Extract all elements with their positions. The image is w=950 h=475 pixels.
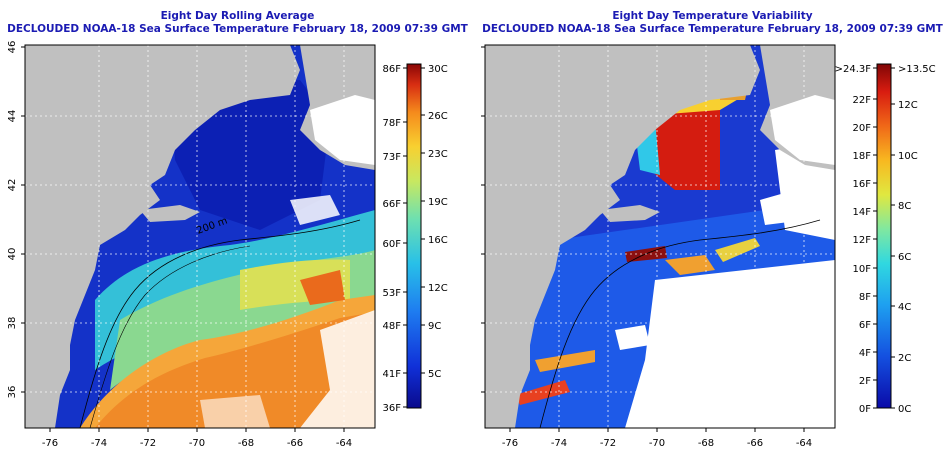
colorbar-f-label: 0F (859, 404, 871, 415)
colorbar-f-label: 20F (853, 123, 872, 134)
colorbar-f-label: 66F (383, 199, 402, 210)
y-tick-label: 46 (7, 41, 18, 54)
sst-average-subtitle: DECLOUDED NOAA-18 Sea Surface Temperatur… (7, 23, 468, 35)
y-tick-label: 38 (475, 317, 478, 330)
lat-lon-grid (485, 45, 835, 428)
y-tick-label: 40 (475, 248, 478, 261)
x-axis-ticks: -76 -74 -72 -70 -68 -66 -64 (42, 438, 352, 449)
y-tick-label: 44 (7, 110, 18, 123)
colorbar-c-label: 12C (898, 100, 918, 111)
sst-variability-colorbar: >24.3F 22F 20F 18F 16F 14F 12F 10F 8F 6F… (835, 63, 936, 415)
sst-average-colorbar: 86F 78F 73F 66F 60F 53F 48F 41F 36F 30C … (383, 63, 448, 414)
y-tick-label: 38 (7, 317, 18, 330)
colorbar-c-label: 0C (898, 404, 911, 415)
x-tick-label: -64 (336, 438, 352, 449)
x-axis-ticks: -76 -74 -72 -70 -68 -66 -64 (502, 438, 812, 449)
x-tick-label: -72 (600, 438, 616, 449)
sst-variability-panel: Eight Day Temperature Variability DECLOU… (475, 0, 950, 475)
sst-variability-title-block: Eight Day Temperature Variability DECLOU… (475, 10, 950, 36)
colorbar-f-label: 8F (859, 292, 871, 303)
x-tick-label: -68 (698, 438, 714, 449)
colorbar-c-label: 4C (898, 302, 911, 313)
colorbar-c-label: 9C (428, 321, 441, 332)
x-tick-label: -76 (42, 438, 58, 449)
colorbar-f-label: 2F (859, 376, 871, 387)
colorbar-c-label: 8C (898, 201, 911, 212)
colorbar-f-label: 48F (383, 321, 402, 332)
colorbar-c-label: 26C (428, 111, 448, 122)
y-tick-label: 36 (475, 386, 478, 399)
x-tick-label: -70 (649, 438, 665, 449)
sst-variability-subtitle: DECLOUDED NOAA-18 Sea Surface Temperatur… (482, 23, 943, 35)
sst-variability-map: -76 -74 -72 -70 -68 -66 -64 46 44 42 40 … (475, 41, 936, 449)
colorbar-c-label: 10C (898, 151, 918, 162)
colorbar-f-label: 4F (859, 348, 871, 359)
y-tick-label: 42 (7, 179, 18, 192)
x-tick-label: -72 (140, 438, 156, 449)
colorbar-f-label: 22F (853, 95, 872, 106)
x-tick-label: -68 (238, 438, 254, 449)
sst-average-field (25, 45, 375, 428)
sst-variability-title: Eight Day Temperature Variability (612, 10, 813, 22)
y-tick-label: 40 (7, 248, 18, 261)
y-tick-label: 44 (475, 110, 478, 123)
colorbar-f-label: 86F (383, 64, 402, 75)
colorbar-f-label: 10F (853, 264, 872, 275)
colorbar-c-label: 6C (898, 252, 911, 263)
colorbar-f-label: 6F (859, 320, 871, 331)
x-tick-label: -66 (287, 438, 303, 449)
colorbar-f-label: 12F (853, 235, 872, 246)
sst-average-panel: Eight Day Rolling Average DECLOUDED NOAA… (0, 10, 475, 449)
sst-variability-field (485, 45, 835, 428)
colorbar-c-label: 30C (428, 64, 448, 75)
y-axis-ticks: 46 44 42 40 38 36 (475, 41, 478, 399)
x-tick-label: -66 (747, 438, 763, 449)
x-tick-label: -74 (551, 438, 567, 449)
colorbar-c-label: 16C (428, 235, 448, 246)
colorbar-c-label: >13.5C (898, 64, 936, 75)
colorbar-c-label: 23C (428, 149, 448, 160)
x-tick-label: -70 (189, 438, 205, 449)
colorbar-f-label: 36F (383, 403, 402, 414)
lat-lon-grid (25, 45, 375, 428)
y-tick-label: 36 (7, 386, 18, 399)
colorbar-f-label: 18F (853, 151, 872, 162)
colorbar-f-label: 78F (383, 118, 402, 129)
colorbar-c-label: 12C (428, 283, 448, 294)
colorbar-f-label: 16F (853, 179, 872, 190)
colorbar-f-label: >24.3F (835, 64, 872, 75)
colorbar-c-label: 19C (428, 197, 448, 208)
sst-average-title: Eight Day Rolling Average (160, 10, 315, 22)
sst-average-map: 200 m -76 -74 -72 -70 -68 -66 -64 46 44 … (7, 41, 448, 449)
colorbar-f-label: 14F (853, 207, 872, 218)
sst-average-title-block: Eight Day Rolling Average DECLOUDED NOAA… (0, 10, 475, 36)
colorbar-f-label: 41F (383, 369, 402, 380)
colorbar-f-label: 73F (383, 152, 402, 163)
colorbar-f-label: 53F (383, 288, 402, 299)
y-tick-label: 46 (475, 41, 478, 54)
x-tick-label: -74 (91, 438, 107, 449)
x-tick-label: -64 (796, 438, 812, 449)
y-axis-ticks: 46 44 42 40 38 36 (7, 41, 18, 399)
colorbar-f-label: 60F (383, 239, 402, 250)
y-tick-label: 42 (475, 179, 478, 192)
colorbar-c-label: 2C (898, 353, 911, 364)
colorbar-c-label: 5C (428, 369, 441, 380)
x-tick-label: -76 (502, 438, 518, 449)
